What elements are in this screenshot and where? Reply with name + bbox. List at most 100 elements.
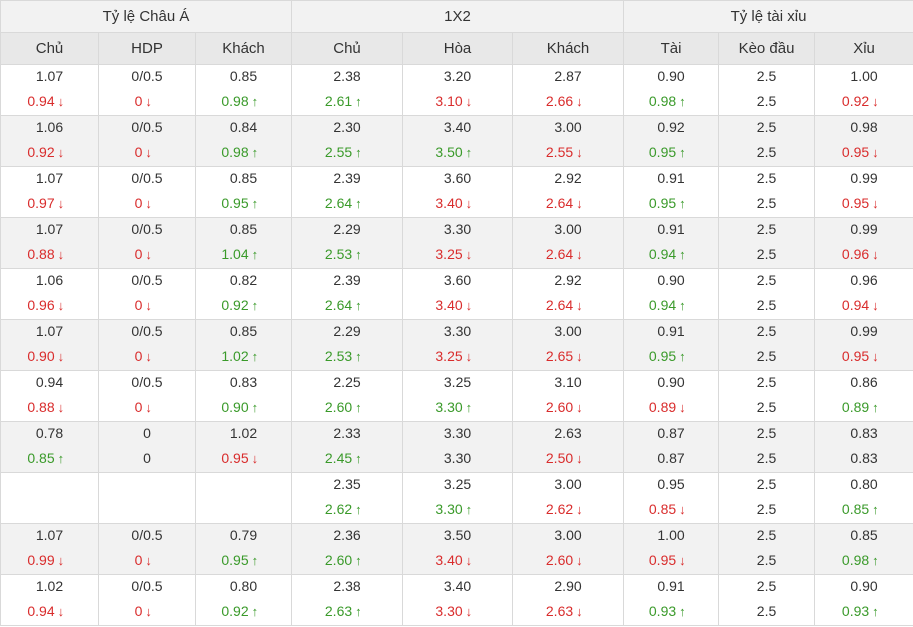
- odds-cell[interactable]: 0.79 0.95 ↑: [194, 523, 293, 575]
- odds-cell[interactable]: 1.06 0.92 ↓: [0, 115, 99, 167]
- odds-cell[interactable]: 2.87 2.66 ↓: [512, 64, 625, 116]
- odds-cell[interactable]: 0.86 0.89 ↑: [814, 370, 913, 422]
- odds-cell[interactable]: 0.95 0.85 ↓: [623, 472, 720, 524]
- odds-cell[interactable]: 2.5 2.5: [718, 523, 816, 575]
- odds-cell[interactable]: 0.78 0.85 ↑: [0, 421, 99, 473]
- odds-cell[interactable]: 0.82 0.92 ↑: [194, 268, 293, 320]
- odds-cell[interactable]: 2.35 2.62 ↑: [291, 472, 404, 524]
- odds-cell[interactable]: 2.29 2.53 ↑: [291, 217, 404, 269]
- odds-cell[interactable]: 2.5 2.5: [718, 421, 816, 473]
- odds-cell[interactable]: 2.92 2.64 ↓: [512, 268, 625, 320]
- odds-cell[interactable]: 1.02 0.94 ↓: [0, 574, 99, 626]
- odds-cell[interactable]: 0.90 0.94 ↑: [623, 268, 720, 320]
- odds-cell[interactable]: 2.5 2.5: [718, 268, 816, 320]
- odds-cell[interactable]: 0/0.5 0 ↓: [98, 166, 196, 218]
- odds-cell[interactable]: [98, 472, 196, 524]
- odds-cell[interactable]: 2.5 2.5: [718, 166, 816, 218]
- odds-cell[interactable]: 3.60 3.40 ↓: [402, 166, 514, 218]
- odds-cell[interactable]: 0.99 0.95 ↓: [814, 166, 913, 218]
- odds-cell[interactable]: 0.87 0.87: [623, 421, 720, 473]
- odds-cell[interactable]: 1.00 0.92 ↓: [814, 64, 913, 116]
- odds-cell[interactable]: 0.80 0.92 ↑: [194, 574, 293, 626]
- odds-cell[interactable]: 0.90 0.98 ↑: [623, 64, 720, 116]
- odds-cell[interactable]: 3.25 3.30 ↑: [402, 370, 514, 422]
- odds-cell[interactable]: 3.00 2.65 ↓: [512, 319, 625, 371]
- odds-cell[interactable]: 2.5 2.5: [718, 217, 816, 269]
- odds-cell[interactable]: 1.02 0.95 ↓: [194, 421, 293, 473]
- odds-cell[interactable]: 2.29 2.53 ↑: [291, 319, 404, 371]
- odds-cell[interactable]: 3.00 2.55 ↓: [512, 115, 625, 167]
- odds-cell[interactable]: 0.91 0.95 ↑: [623, 319, 720, 371]
- odds-cell[interactable]: 3.30 3.30: [402, 421, 514, 473]
- odds-cell[interactable]: 3.40 3.30 ↓: [402, 574, 514, 626]
- odds-cell[interactable]: 1.07 0.94 ↓: [0, 64, 99, 116]
- odds-cell[interactable]: 0/0.5 0 ↓: [98, 115, 196, 167]
- odds-cell[interactable]: 2.5 2.5: [718, 115, 816, 167]
- odds-cell[interactable]: 2.38 2.63 ↑: [291, 574, 404, 626]
- odds-cell[interactable]: 3.60 3.40 ↓: [402, 268, 514, 320]
- odds-cell[interactable]: 2.33 2.45 ↑: [291, 421, 404, 473]
- odds-cell[interactable]: 1.06 0.96 ↓: [0, 268, 99, 320]
- odds-cell[interactable]: 3.00 2.60 ↓: [512, 523, 625, 575]
- odds-cell[interactable]: 1.07 0.99 ↓: [0, 523, 99, 575]
- odds-cell[interactable]: [0, 472, 99, 524]
- odds-cell[interactable]: 0/0.5 0 ↓: [98, 64, 196, 116]
- odds-cell[interactable]: 0.99 0.95 ↓: [814, 319, 913, 371]
- odds-cell[interactable]: 2.36 2.60 ↑: [291, 523, 404, 575]
- odds-cell[interactable]: 3.30 3.25 ↓: [402, 319, 514, 371]
- odds-cell[interactable]: 0/0.5 0 ↓: [98, 370, 196, 422]
- odds-cell[interactable]: 0.90 0.89 ↓: [623, 370, 720, 422]
- odds-cell[interactable]: 0.90 0.93 ↑: [814, 574, 913, 626]
- odds-cell[interactable]: 0.83 0.90 ↑: [194, 370, 293, 422]
- odds-cell[interactable]: 0.99 0.96 ↓: [814, 217, 913, 269]
- odds-cell[interactable]: [194, 472, 293, 524]
- odds-cell[interactable]: 2.63 2.50 ↓: [512, 421, 625, 473]
- odds-cell[interactable]: 0/0.5 0 ↓: [98, 574, 196, 626]
- odds-cell[interactable]: 2.92 2.64 ↓: [512, 166, 625, 218]
- odds-cell[interactable]: 0/0.5 0 ↓: [98, 319, 196, 371]
- odds-cell[interactable]: 0.91 0.95 ↑: [623, 166, 720, 218]
- odds-cell[interactable]: 0/0.5 0 ↓: [98, 217, 196, 269]
- odds-cell[interactable]: 0.85 0.95 ↑: [194, 166, 293, 218]
- odds-cell[interactable]: 1.07 0.90 ↓: [0, 319, 99, 371]
- odds-cell[interactable]: 2.39 2.64 ↑: [291, 166, 404, 218]
- odds-cell[interactable]: 2.30 2.55 ↑: [291, 115, 404, 167]
- odds-cell[interactable]: 3.40 3.50 ↑: [402, 115, 514, 167]
- odds-cell[interactable]: 2.38 2.61 ↑: [291, 64, 404, 116]
- odds-cell[interactable]: 3.30 3.25 ↓: [402, 217, 514, 269]
- odds-cell[interactable]: 2.5 2.5: [718, 574, 816, 626]
- odds-cell[interactable]: 0/0.5 0 ↓: [98, 268, 196, 320]
- odds-cell[interactable]: 1.00 0.95 ↓: [623, 523, 720, 575]
- odds-cell[interactable]: 0.84 0.98 ↑: [194, 115, 293, 167]
- odds-cell[interactable]: 2.25 2.60 ↑: [291, 370, 404, 422]
- odds-cell[interactable]: 0.96 0.94 ↓: [814, 268, 913, 320]
- odds-cell[interactable]: 0.98 0.95 ↓: [814, 115, 913, 167]
- odds-cell[interactable]: 2.90 2.63 ↓: [512, 574, 625, 626]
- odds-cell[interactable]: 2.39 2.64 ↑: [291, 268, 404, 320]
- odds-cell[interactable]: 1.07 0.97 ↓: [0, 166, 99, 218]
- odds-cell[interactable]: 2.5 2.5: [718, 319, 816, 371]
- odds-cell[interactable]: 3.00 2.62 ↓: [512, 472, 625, 524]
- odds-cell[interactable]: 2.5 2.5: [718, 472, 816, 524]
- odds-cell[interactable]: 0.92 0.95 ↑: [623, 115, 720, 167]
- odds-cell[interactable]: 2.5 2.5: [718, 370, 816, 422]
- odds-cell[interactable]: 3.50 3.40 ↓: [402, 523, 514, 575]
- opening-odds: 0.91: [657, 221, 685, 237]
- odds-cell[interactable]: 0.83 0.83: [814, 421, 913, 473]
- odds-cell[interactable]: 0.85 1.02 ↑: [194, 319, 293, 371]
- odds-cell[interactable]: 0.94 0.88 ↓: [0, 370, 99, 422]
- odds-cell[interactable]: 3.20 3.10 ↓: [402, 64, 514, 116]
- odds-cell[interactable]: 1.07 0.88 ↓: [0, 217, 99, 269]
- odds-cell[interactable]: 0.85 0.98 ↑: [194, 64, 293, 116]
- odds-cell[interactable]: 0.85 1.04 ↑: [194, 217, 293, 269]
- odds-cell[interactable]: 0.91 0.94 ↑: [623, 217, 720, 269]
- odds-cell[interactable]: 0.91 0.93 ↑: [623, 574, 720, 626]
- odds-cell[interactable]: 3.25 3.30 ↑: [402, 472, 514, 524]
- odds-cell[interactable]: 0.80 0.85 ↑: [814, 472, 913, 524]
- odds-cell[interactable]: 3.10 2.60 ↓: [512, 370, 625, 422]
- odds-cell[interactable]: 3.00 2.64 ↓: [512, 217, 625, 269]
- odds-cell[interactable]: 0.85 0.98 ↑: [814, 523, 913, 575]
- odds-cell[interactable]: 0/0.5 0 ↓: [98, 523, 196, 575]
- odds-cell[interactable]: 2.5 2.5: [718, 64, 816, 116]
